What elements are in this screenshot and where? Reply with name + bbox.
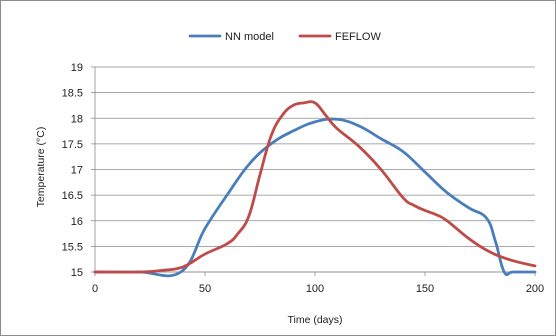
legend-label: NN model — [225, 31, 274, 43]
legend-label: FEFLOW — [335, 31, 381, 43]
y-tick-label: 19 — [71, 62, 83, 74]
series-lines — [93, 100, 537, 278]
x-tick-label: 50 — [199, 283, 211, 295]
axes: 15 15.5 16 16.5 17 17.5 18 18.5 19 0 50 100 150 200 — [62, 62, 545, 295]
x-tick-label: 0 — [92, 283, 98, 295]
y-tick-label: 18 — [71, 113, 83, 125]
series-line-nn-model — [93, 117, 537, 278]
y-tick-label: 15.5 — [62, 241, 83, 253]
y-tick-label: 17.5 — [62, 139, 83, 151]
y-axis-label: Temperature (°C) — [35, 127, 47, 208]
y-tick-label: 17 — [71, 165, 83, 177]
y-tick-label: 18.5 — [62, 88, 83, 100]
x-axis-label: Time (days) — [287, 314, 342, 326]
y-tick-label: 15 — [71, 267, 83, 279]
y-tick-label: 16.5 — [62, 190, 83, 202]
x-tick-label: 200 — [526, 283, 544, 295]
y-tick-label: 16 — [71, 216, 83, 228]
x-tick-label: 100 — [306, 283, 324, 295]
x-tick-label: 150 — [416, 283, 434, 295]
gridlines — [95, 66, 535, 273]
series-line-feflow — [93, 100, 537, 274]
legend: NN model FEFLOW — [188, 31, 381, 43]
